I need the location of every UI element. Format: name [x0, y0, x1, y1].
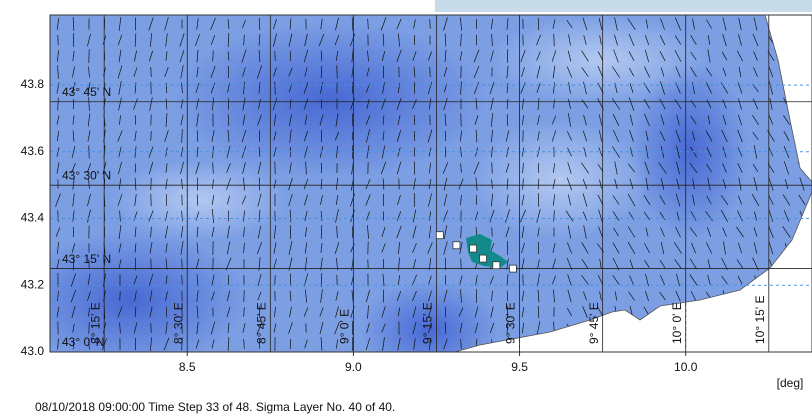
parallel-label: 43° 15' N: [62, 252, 111, 266]
x-unit: [deg]: [777, 376, 804, 390]
shade: [10, 230, 250, 370]
shade: [110, 160, 290, 240]
x-tick-label: 9.5: [511, 360, 528, 374]
particle: [493, 262, 500, 269]
y-tick-label: 43.6: [21, 144, 45, 158]
y-tick-label: 43.4: [21, 211, 45, 225]
y-tick-label: 43.0: [21, 344, 45, 358]
y-tick-label: 43.2: [21, 277, 45, 291]
shade: [170, 20, 490, 180]
x-tick-label: 9.0: [345, 360, 362, 374]
meridian-label: 8° 15' E: [88, 302, 102, 344]
x-tick-label: 8.5: [179, 360, 196, 374]
plot-area: 43° 45' N43° 30' N43° 15' N43° 0' N8° 15…: [10, 15, 812, 380]
meridian-label: 10° 15' E: [753, 296, 767, 344]
map-view: 43° 45' N43° 30' N43° 15' N43° 0' N8° 15…: [0, 0, 812, 414]
status-bar: 08/10/2018 09:00:00 Time Step 33 of 48. …: [35, 400, 395, 414]
particle: [470, 245, 477, 252]
particle: [509, 265, 516, 272]
parallel-label: 43° 45' N: [62, 85, 111, 99]
inset-map: [435, 0, 812, 12]
particle: [436, 232, 443, 239]
meridian-label: 9° 0' E: [338, 309, 352, 344]
x-tick-label: 10.0: [674, 360, 698, 374]
shade: [470, 120, 650, 240]
particle: [480, 255, 487, 262]
y-tick-label: 43.8: [21, 77, 45, 91]
meridian-label: 9° 30' E: [504, 302, 518, 344]
meridian-label: 8° 30' E: [171, 302, 185, 344]
meridian-label: 9° 45' E: [587, 302, 601, 344]
parallel-label: 43° 30' N: [62, 168, 111, 182]
meridian-label: 8° 45' E: [254, 302, 268, 344]
meridian-label: 9° 15' E: [421, 302, 435, 344]
particle: [453, 242, 460, 249]
meridian-label: 10° 0' E: [670, 302, 684, 344]
